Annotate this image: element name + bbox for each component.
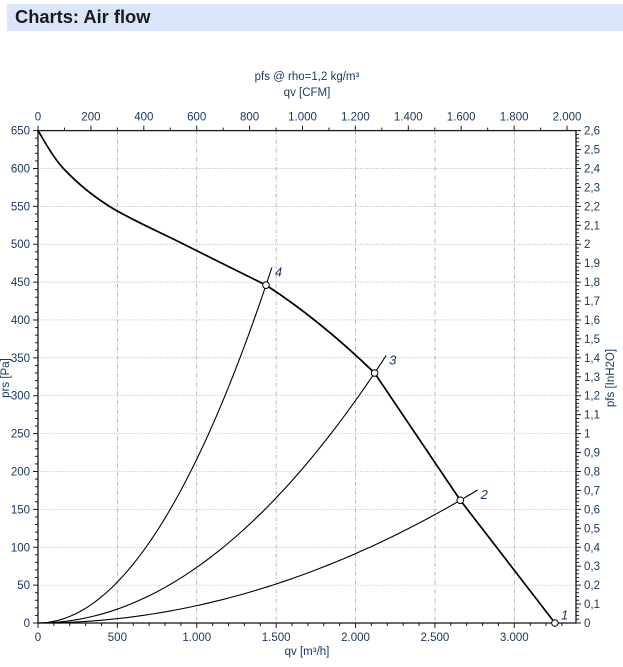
svg-text:200: 200 [81,112,100,124]
svg-text:2,2: 2,2 [584,201,600,213]
svg-text:qv [m³/h]: qv [m³/h] [285,646,330,658]
svg-text:2: 2 [480,487,489,502]
svg-text:1,7: 1,7 [584,296,600,308]
svg-text:4: 4 [275,265,282,280]
svg-text:500: 500 [108,632,127,644]
svg-text:0,7: 0,7 [584,485,600,497]
svg-text:pfs @ rho=1,2 kg/m³: pfs @ rho=1,2 kg/m³ [255,71,360,83]
svg-text:1,9: 1,9 [584,258,600,270]
svg-text:500: 500 [11,239,30,251]
svg-text:150: 150 [11,504,30,516]
svg-text:0: 0 [584,618,590,630]
svg-text:qv [CFM]: qv [CFM] [284,87,331,99]
svg-text:1.800: 1.800 [500,112,529,124]
svg-text:1.600: 1.600 [447,112,476,124]
svg-text:pfs [InH2O]: pfs [InH2O] [605,349,617,407]
svg-text:1,4: 1,4 [584,353,601,365]
svg-text:1: 1 [584,429,590,441]
svg-text:1,8: 1,8 [584,277,600,289]
svg-text:100: 100 [11,542,30,554]
svg-text:0,8: 0,8 [584,466,600,478]
svg-text:1,3: 1,3 [584,372,600,384]
svg-text:600: 600 [187,112,206,124]
svg-text:2,5: 2,5 [584,145,600,157]
svg-text:1,6: 1,6 [584,315,600,327]
svg-text:2,1: 2,1 [584,220,600,232]
svg-text:2,3: 2,3 [584,182,600,194]
svg-text:1,1: 1,1 [584,410,600,422]
svg-text:800: 800 [240,112,259,124]
svg-text:400: 400 [134,112,153,124]
svg-text:3: 3 [389,353,397,368]
svg-text:650: 650 [11,126,30,138]
svg-text:0,2: 0,2 [584,580,600,592]
svg-text:250: 250 [11,429,30,441]
svg-text:300: 300 [11,391,30,403]
svg-text:0,6: 0,6 [584,504,600,516]
svg-text:600: 600 [11,163,30,175]
svg-text:2,6: 2,6 [584,126,600,138]
svg-text:50: 50 [17,580,30,592]
svg-text:1,2: 1,2 [584,391,600,403]
svg-text:350: 350 [11,353,30,365]
svg-text:2.000: 2.000 [553,112,582,124]
svg-text:1: 1 [561,608,568,623]
svg-text:0,1: 0,1 [584,599,600,611]
svg-text:1.000: 1.000 [182,632,211,644]
svg-text:0,4: 0,4 [584,542,601,554]
svg-text:0,9: 0,9 [584,448,600,460]
svg-text:450: 450 [11,277,30,289]
svg-text:2,4: 2,4 [584,163,601,175]
svg-text:1,5: 1,5 [584,334,600,346]
svg-text:0: 0 [35,632,41,644]
svg-text:2: 2 [584,239,590,251]
svg-text:1.400: 1.400 [394,112,423,124]
svg-text:200: 200 [11,466,30,478]
svg-text:2.500: 2.500 [421,632,450,644]
svg-text:550: 550 [11,201,30,213]
svg-text:0: 0 [35,112,41,124]
svg-text:1.000: 1.000 [288,112,317,124]
svg-text:1.500: 1.500 [262,632,291,644]
svg-text:3.000: 3.000 [500,632,529,644]
svg-text:0,3: 0,3 [584,561,600,573]
svg-text:1.200: 1.200 [341,112,370,124]
svg-text:400: 400 [11,315,30,327]
svg-text:0: 0 [24,618,30,630]
svg-text:0,5: 0,5 [584,523,600,535]
svg-text:2.000: 2.000 [341,632,370,644]
